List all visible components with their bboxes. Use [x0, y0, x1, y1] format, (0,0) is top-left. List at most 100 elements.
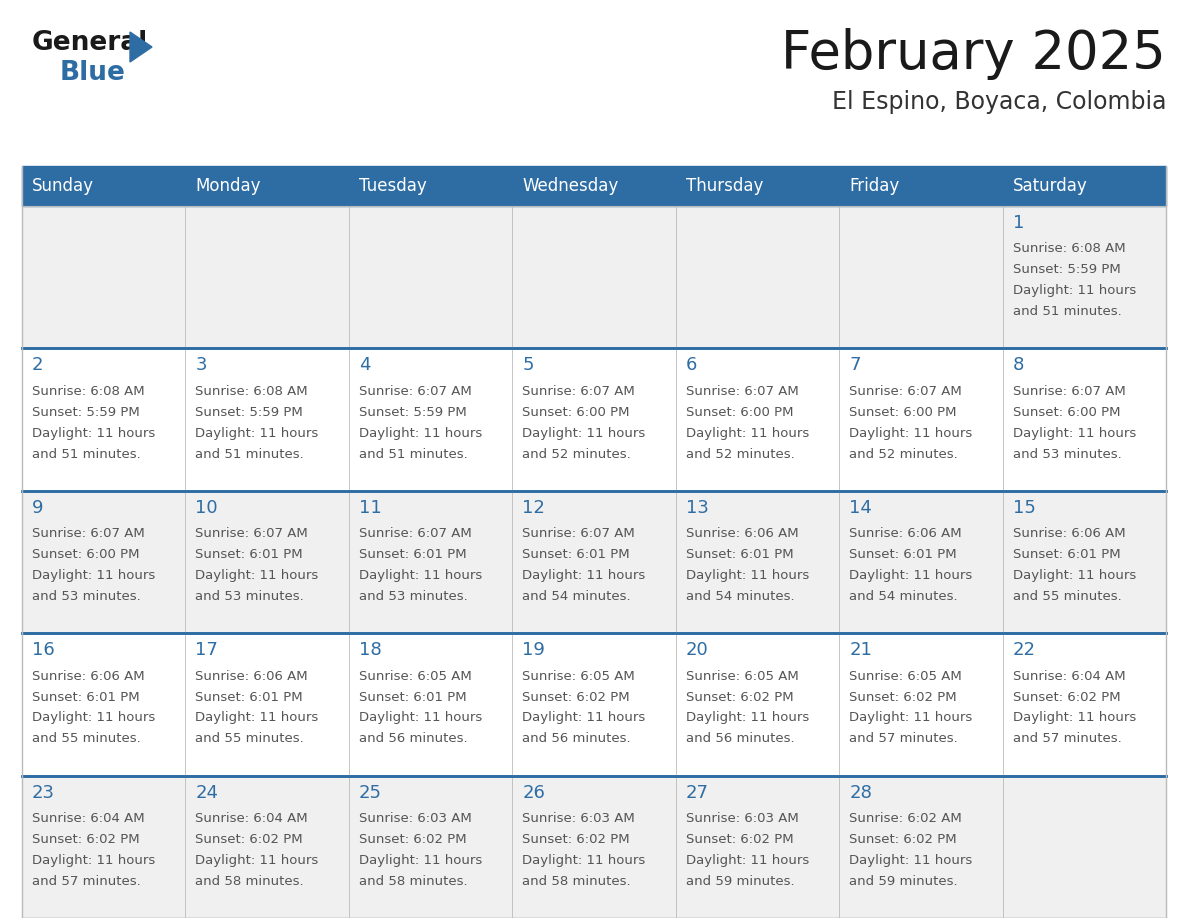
Text: Sunrise: 6:06 AM: Sunrise: 6:06 AM [32, 670, 145, 683]
Text: Sunrise: 6:06 AM: Sunrise: 6:06 AM [1012, 527, 1125, 541]
Text: 28: 28 [849, 784, 872, 801]
Text: Sunset: 6:02 PM: Sunset: 6:02 PM [685, 690, 794, 703]
Text: Sunset: 6:00 PM: Sunset: 6:00 PM [523, 406, 630, 419]
Text: Sunrise: 6:05 AM: Sunrise: 6:05 AM [359, 670, 472, 683]
Text: and 51 minutes.: and 51 minutes. [1012, 305, 1121, 319]
Text: and 52 minutes.: and 52 minutes. [523, 448, 631, 461]
Text: Sunrise: 6:07 AM: Sunrise: 6:07 AM [359, 527, 472, 541]
Text: and 53 minutes.: and 53 minutes. [1012, 448, 1121, 461]
Text: Sunrise: 6:05 AM: Sunrise: 6:05 AM [849, 670, 962, 683]
Text: Friday: Friday [849, 177, 899, 195]
Text: El Espino, Boyaca, Colombia: El Espino, Boyaca, Colombia [832, 90, 1165, 114]
Text: and 54 minutes.: and 54 minutes. [685, 590, 795, 603]
Bar [349, 349, 512, 491]
Bar [349, 633, 512, 776]
Text: Daylight: 11 hours: Daylight: 11 hours [685, 427, 809, 440]
Text: Daylight: 11 hours: Daylight: 11 hours [1012, 427, 1136, 440]
Text: Daylight: 11 hours: Daylight: 11 hours [523, 711, 645, 724]
Text: Sunset: 5:59 PM: Sunset: 5:59 PM [359, 406, 467, 419]
Text: 15: 15 [1012, 498, 1036, 517]
Text: and 58 minutes.: and 58 minutes. [196, 875, 304, 888]
Text: 27: 27 [685, 784, 709, 801]
Text: February 2025: February 2025 [782, 28, 1165, 80]
Bar [839, 206, 1003, 349]
Text: and 56 minutes.: and 56 minutes. [523, 733, 631, 745]
Text: Sunset: 5:59 PM: Sunset: 5:59 PM [196, 406, 303, 419]
Text: 26: 26 [523, 784, 545, 801]
Text: 11: 11 [359, 498, 381, 517]
Text: 4: 4 [359, 356, 371, 375]
Text: Sunset: 6:01 PM: Sunset: 6:01 PM [359, 690, 467, 703]
Bar [676, 491, 839, 633]
Text: Sunset: 6:02 PM: Sunset: 6:02 PM [196, 833, 303, 846]
Text: 5: 5 [523, 356, 533, 375]
Text: 13: 13 [685, 498, 708, 517]
Text: Sunrise: 6:05 AM: Sunrise: 6:05 AM [685, 670, 798, 683]
Text: 1: 1 [1012, 214, 1024, 232]
Text: Sunset: 6:01 PM: Sunset: 6:01 PM [32, 690, 140, 703]
Bar [23, 166, 1165, 206]
Text: and 53 minutes.: and 53 minutes. [196, 590, 304, 603]
Text: Daylight: 11 hours: Daylight: 11 hours [849, 854, 973, 867]
Text: 22: 22 [1012, 641, 1036, 659]
Polygon shape [129, 32, 152, 62]
Text: and 56 minutes.: and 56 minutes. [685, 733, 795, 745]
Text: and 51 minutes.: and 51 minutes. [196, 448, 304, 461]
Bar [23, 349, 185, 491]
Text: Sunrise: 6:03 AM: Sunrise: 6:03 AM [523, 812, 636, 825]
Text: and 59 minutes.: and 59 minutes. [685, 875, 795, 888]
Bar [839, 491, 1003, 633]
Text: and 52 minutes.: and 52 minutes. [685, 448, 795, 461]
Text: 12: 12 [523, 498, 545, 517]
Text: Daylight: 11 hours: Daylight: 11 hours [359, 711, 482, 724]
Text: Daylight: 11 hours: Daylight: 11 hours [523, 854, 645, 867]
Text: Sunrise: 6:06 AM: Sunrise: 6:06 AM [685, 527, 798, 541]
Text: Daylight: 11 hours: Daylight: 11 hours [32, 711, 156, 724]
Bar [839, 776, 1003, 918]
Text: Sunset: 6:02 PM: Sunset: 6:02 PM [359, 833, 467, 846]
Text: 7: 7 [849, 356, 860, 375]
Text: Daylight: 11 hours: Daylight: 11 hours [1012, 285, 1136, 297]
Text: and 55 minutes.: and 55 minutes. [1012, 590, 1121, 603]
Bar [1003, 206, 1165, 349]
Bar [23, 633, 185, 776]
Text: Sunrise: 6:08 AM: Sunrise: 6:08 AM [32, 385, 145, 397]
Text: 3: 3 [196, 356, 207, 375]
Text: Sunset: 6:01 PM: Sunset: 6:01 PM [196, 548, 303, 561]
Text: and 57 minutes.: and 57 minutes. [1012, 733, 1121, 745]
Text: Sunset: 6:02 PM: Sunset: 6:02 PM [849, 690, 956, 703]
Text: Sunset: 6:02 PM: Sunset: 6:02 PM [685, 833, 794, 846]
Text: Sunset: 6:01 PM: Sunset: 6:01 PM [196, 690, 303, 703]
Text: Sunset: 6:01 PM: Sunset: 6:01 PM [359, 548, 467, 561]
Bar [185, 776, 349, 918]
Text: 16: 16 [32, 641, 55, 659]
Text: Sunrise: 6:06 AM: Sunrise: 6:06 AM [196, 670, 308, 683]
Text: Sunrise: 6:04 AM: Sunrise: 6:04 AM [196, 812, 308, 825]
Text: Daylight: 11 hours: Daylight: 11 hours [849, 711, 973, 724]
Text: Sunset: 5:59 PM: Sunset: 5:59 PM [1012, 263, 1120, 276]
Bar [185, 349, 349, 491]
Text: Daylight: 11 hours: Daylight: 11 hours [685, 711, 809, 724]
Text: Sunrise: 6:07 AM: Sunrise: 6:07 AM [196, 527, 308, 541]
Text: 21: 21 [849, 641, 872, 659]
Bar [1003, 776, 1165, 918]
Text: Sunday: Sunday [32, 177, 94, 195]
Text: 20: 20 [685, 641, 708, 659]
Text: Daylight: 11 hours: Daylight: 11 hours [849, 427, 973, 440]
Text: 18: 18 [359, 641, 381, 659]
Text: 25: 25 [359, 784, 381, 801]
Text: Monday: Monday [196, 177, 261, 195]
Text: and 55 minutes.: and 55 minutes. [196, 733, 304, 745]
Text: and 57 minutes.: and 57 minutes. [32, 875, 140, 888]
Text: Sunrise: 6:05 AM: Sunrise: 6:05 AM [523, 670, 636, 683]
Text: Sunrise: 6:07 AM: Sunrise: 6:07 AM [359, 385, 472, 397]
Bar [512, 206, 676, 349]
Text: and 52 minutes.: and 52 minutes. [849, 448, 958, 461]
Text: Blue: Blue [61, 60, 126, 86]
Bar [1003, 491, 1165, 633]
Text: Daylight: 11 hours: Daylight: 11 hours [1012, 569, 1136, 582]
Text: Sunset: 6:00 PM: Sunset: 6:00 PM [685, 406, 794, 419]
Text: Daylight: 11 hours: Daylight: 11 hours [523, 569, 645, 582]
Text: Daylight: 11 hours: Daylight: 11 hours [1012, 711, 1136, 724]
Text: 23: 23 [32, 784, 55, 801]
